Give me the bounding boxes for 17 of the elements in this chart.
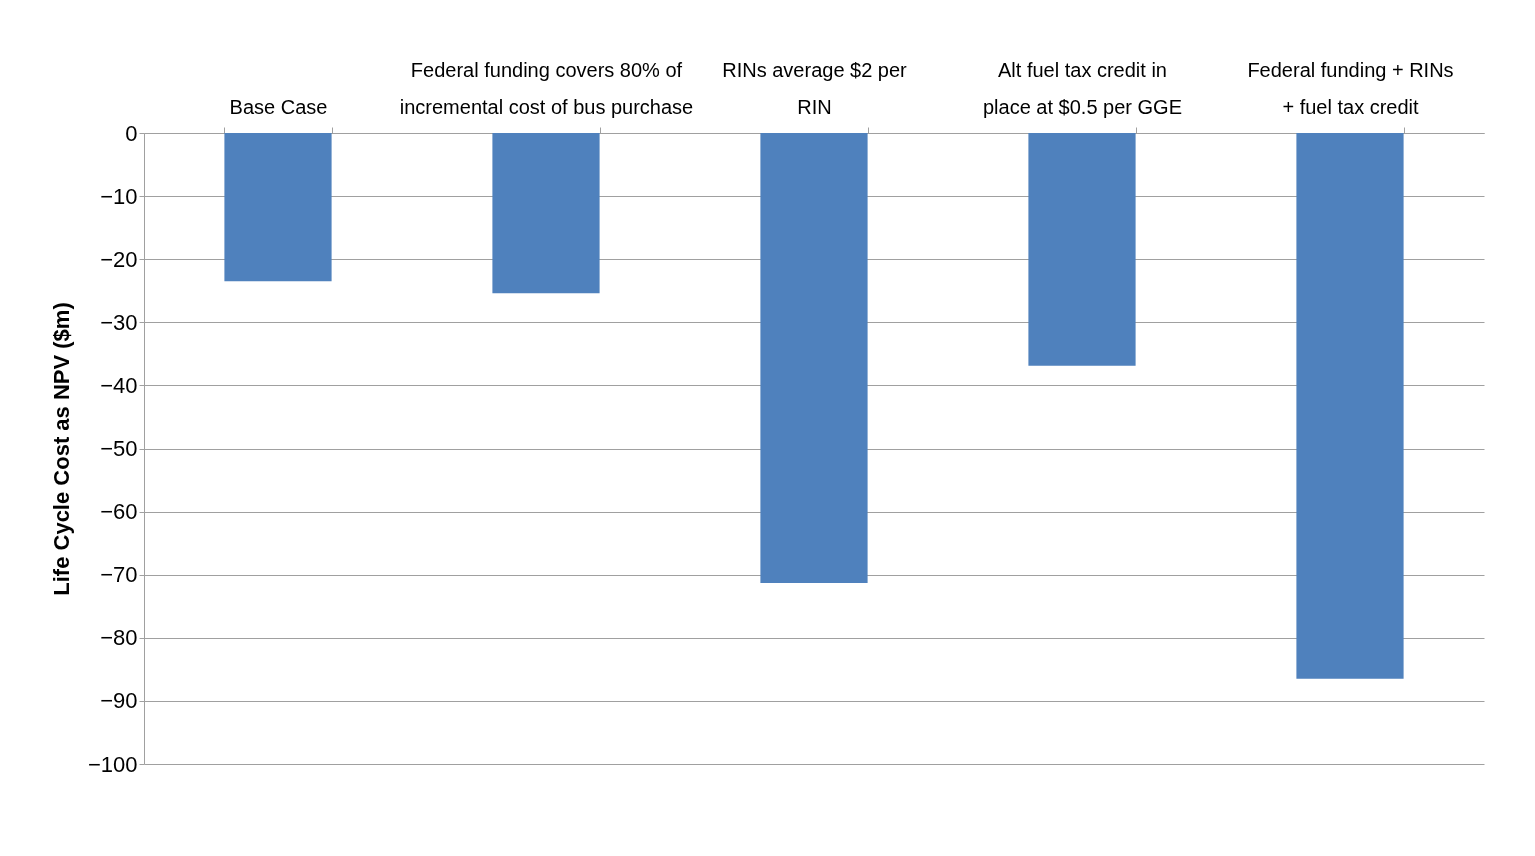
y-tick-label: −10	[100, 183, 138, 209]
y-tick-label: −80	[100, 625, 138, 651]
y-tick-label: −40	[100, 372, 138, 398]
y-axis-title: Life Cycle Cost as NPV ($m)	[48, 302, 74, 596]
y-tick-label: −30	[100, 309, 138, 335]
y-tick-label: −70	[100, 562, 138, 588]
y-tick-label: −100	[87, 751, 138, 777]
y-tick-label: −50	[100, 436, 138, 461]
y-tick-label: −20	[100, 246, 138, 272]
x-tick-label: Federal funding + RINs + fuel tax credit	[1247, 58, 1454, 118]
x-tick-label: Base Case	[229, 95, 328, 118]
y-tick-label: −60	[100, 499, 138, 525]
x-tick-label: RINs average $2 per RIN	[722, 58, 908, 118]
y-tick-label: −90	[100, 688, 138, 714]
x-tick-label: Federal funding covers 80% of incremental cost of bus purchase	[399, 58, 694, 118]
y-tick-label: 0	[125, 120, 138, 146]
x-tick-label: Alt fuel tax credit in place at $0.5 per GGE	[982, 58, 1183, 118]
